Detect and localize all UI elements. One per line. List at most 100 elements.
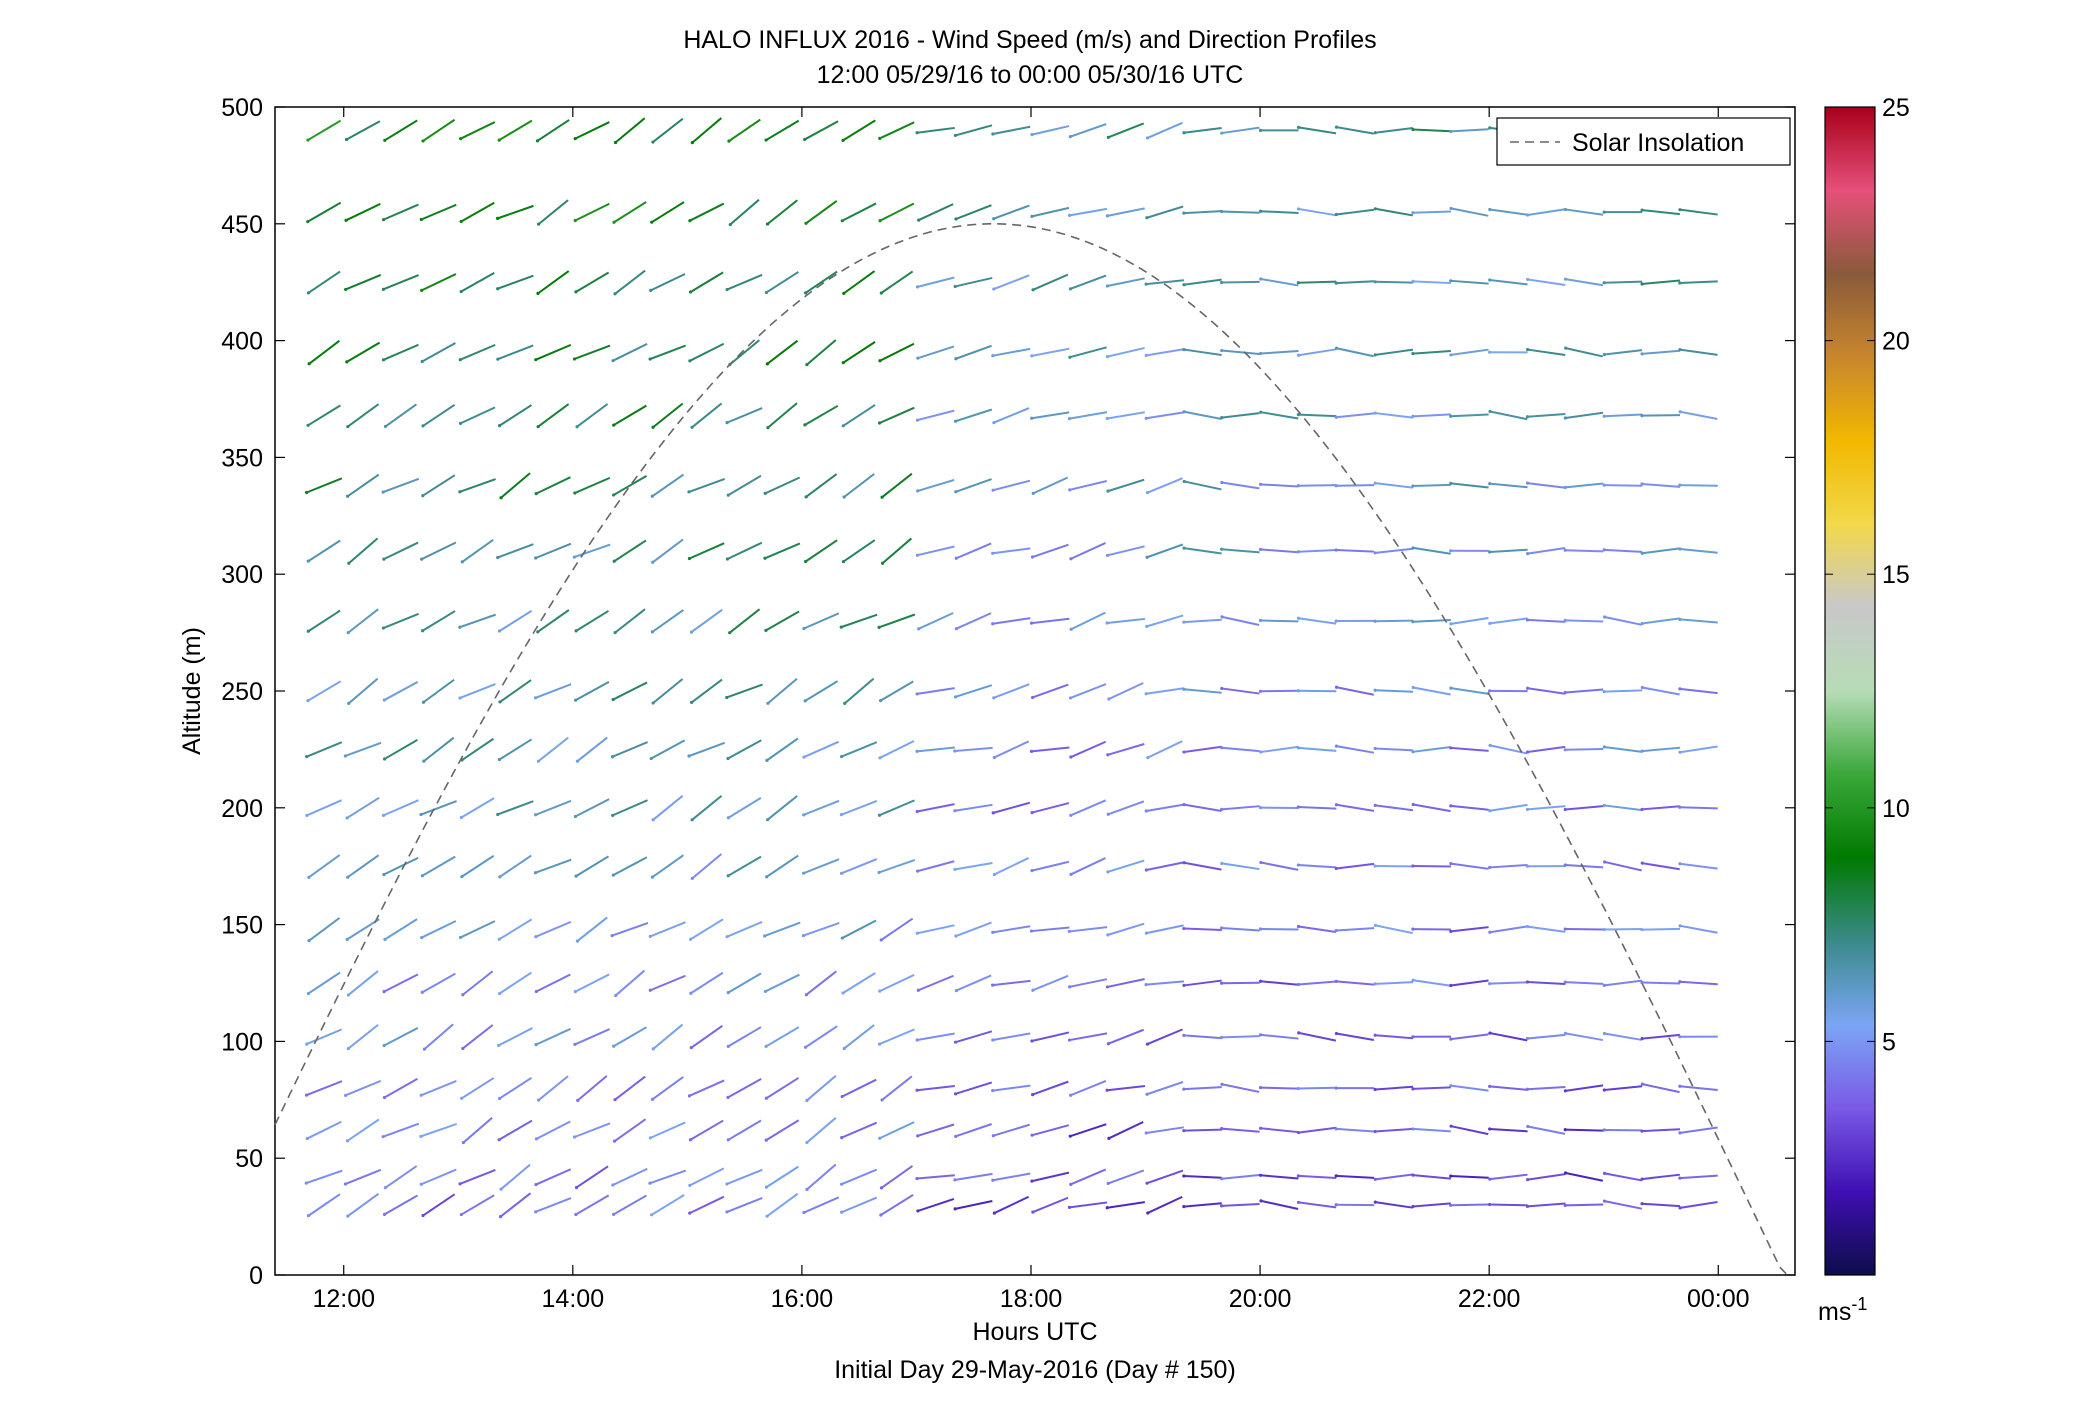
wind-barb	[1641, 805, 1681, 811]
wind-barb	[1412, 1174, 1451, 1180]
wind-barb	[1375, 619, 1414, 623]
wind-barb-tip	[382, 557, 386, 561]
wind-barb-tip	[382, 1212, 387, 1216]
wind-barb	[1298, 617, 1337, 625]
wind-barb	[575, 610, 609, 632]
wind-barb-tip	[953, 133, 958, 138]
wind-barb	[1069, 480, 1107, 491]
wind-barb-tip	[1068, 135, 1072, 139]
wind-barb	[1146, 803, 1184, 812]
wind-barb	[992, 1032, 1031, 1041]
wind-barb	[652, 117, 684, 143]
wind-barb	[422, 678, 455, 704]
wind-barb	[1489, 482, 1528, 489]
wind-barb	[499, 854, 532, 878]
wind-barb-tip	[1488, 689, 1492, 693]
wind-barb-tip	[1602, 483, 1606, 487]
wind-barb-tip	[1678, 281, 1682, 285]
wind-barb	[535, 683, 572, 699]
wind-barb-tip	[1296, 616, 1301, 620]
wind-barb	[1107, 1201, 1146, 1209]
wind-barb-tip	[1563, 690, 1567, 695]
wind-barb-tip	[879, 938, 883, 942]
wind-barb-tip	[533, 871, 538, 875]
wind-barb-tip	[1334, 1086, 1338, 1090]
wind-barb-tip	[1334, 212, 1338, 217]
chart-title: HALO INFLUX 2016 - Wind Speed (m/s) and …	[683, 26, 1376, 54]
wind-barb	[1260, 1174, 1299, 1180]
wind-barb-tip	[1068, 985, 1072, 989]
wind-barb	[843, 473, 875, 498]
wind-barb-tip	[1105, 284, 1110, 288]
wind-barb	[993, 1195, 1030, 1214]
wind-barb	[917, 1197, 955, 1212]
wind-barb	[1298, 864, 1337, 869]
x-tick-label: 00:00	[1687, 1285, 1750, 1313]
wind-barb-tip	[1411, 1087, 1415, 1091]
wind-barb	[1489, 410, 1528, 421]
wind-barb-tip	[802, 813, 806, 817]
wind-barb	[691, 795, 723, 821]
wind-barb	[1604, 1200, 1643, 1210]
wind-barb-tip	[498, 991, 502, 996]
wind-barb	[612, 1167, 648, 1186]
wind-barb-tip	[306, 559, 310, 563]
wind-barb	[1679, 484, 1718, 487]
wind-barb-tip	[613, 292, 617, 296]
wind-barb-tip	[1031, 288, 1035, 292]
wind-barb-tip	[992, 287, 996, 291]
wind-barb	[1221, 210, 1260, 214]
wind-barb-tip	[1220, 1204, 1224, 1208]
wind-barb	[1183, 1086, 1222, 1091]
wind-barb	[728, 118, 761, 142]
wind-barb-tip	[1678, 1176, 1682, 1180]
wind-barb	[1260, 483, 1299, 488]
wind-barb	[878, 613, 916, 629]
wind-barb	[726, 273, 763, 291]
wind-barb	[1221, 1083, 1260, 1093]
wind-barb	[460, 920, 496, 939]
wind-barb-tip	[1526, 1124, 1530, 1129]
wind-barb	[1604, 745, 1643, 753]
wind-barb-tip	[1373, 1129, 1377, 1134]
wind-barb	[346, 796, 380, 819]
wind-barb	[612, 681, 648, 701]
wind-barb	[535, 1168, 572, 1186]
wind-barb-tip	[1640, 928, 1644, 932]
wind-barb-tip	[1602, 690, 1606, 694]
wind-barb	[1679, 1085, 1718, 1091]
wind-barb-tip	[1678, 687, 1682, 691]
wind-barb-tip	[1411, 1204, 1415, 1209]
wind-barb-tip	[877, 870, 881, 875]
wind-barb	[1183, 979, 1222, 987]
wind-barb-tip	[728, 222, 732, 227]
wind-barb	[992, 801, 1031, 814]
wind-barb	[1565, 278, 1604, 287]
wind-barb	[460, 271, 495, 293]
wind-barb-tip	[1678, 617, 1682, 621]
wind-barb-tip	[840, 1094, 844, 1099]
wind-barb	[917, 345, 955, 360]
wind-barb-tip	[991, 132, 995, 136]
wind-barb	[1298, 280, 1337, 284]
wind-barb	[1412, 1086, 1451, 1090]
wind-barb-tip	[461, 993, 465, 997]
wind-barb	[916, 687, 955, 695]
colorbar-tick-label: 10	[1882, 795, 1910, 823]
wind-barb	[420, 1168, 457, 1186]
wind-barb	[649, 921, 686, 938]
wind-barb	[916, 1174, 955, 1180]
wind-barb	[651, 473, 685, 498]
wind-barb	[918, 612, 954, 630]
wind-barb	[880, 1165, 914, 1189]
wind-barb-tip	[1563, 927, 1567, 931]
wind-barb-tip	[573, 137, 577, 141]
wind-barb	[767, 402, 798, 429]
wind-barb-tip	[1105, 621, 1109, 625]
colorbar: 5 10 15 20 25 ms-1	[1818, 94, 1910, 1326]
wind-barb-tip	[1182, 1087, 1186, 1091]
wind-barb-tip	[1449, 686, 1453, 690]
wind-barb	[575, 1194, 610, 1216]
wind-barb	[422, 1193, 456, 1217]
wind-barb	[574, 121, 610, 140]
